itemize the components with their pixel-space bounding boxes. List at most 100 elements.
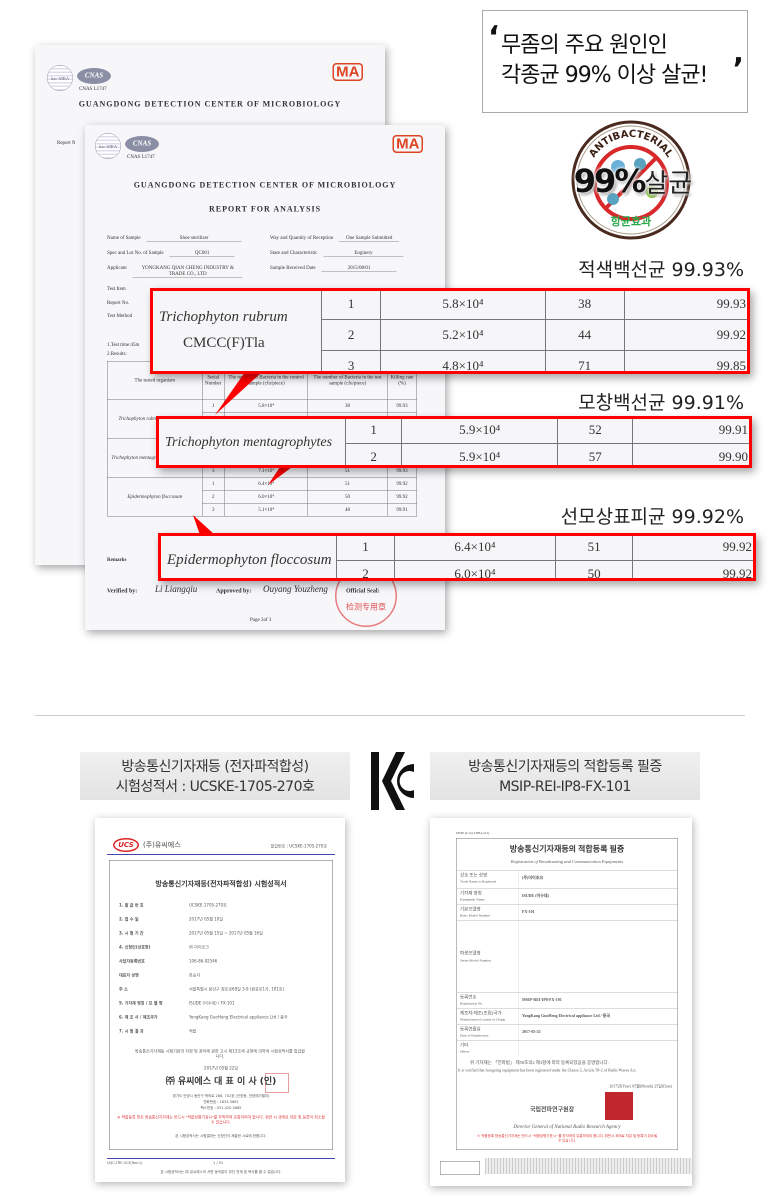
- organism-name: Trichophyton mentagrophytes: [165, 435, 333, 450]
- row-sublabel: Date of Registration: [460, 1033, 489, 1038]
- row-divider: [518, 920, 519, 993]
- report-frame: [109, 860, 333, 1150]
- report-item: 4. 신청인(상호명) ㈜ 아이조크: [119, 945, 209, 950]
- table-row: 1 5.8×10⁴ 38 99.93: [320, 291, 747, 320]
- report-item: 7. 시 험 결 과 적합: [119, 1029, 196, 1034]
- caption-emc-report: 방송통신기자재등 (전자파적합성) 시험성적서 : UCSKE-1705-270…: [80, 752, 350, 800]
- table-cell: 5.9×10⁴: [401, 419, 559, 444]
- organism-name: Epidermophyton floccosum: [167, 552, 332, 568]
- organism-name: Trichophyton rubrum: [159, 309, 288, 325]
- table-cell: 5.9×10⁴: [401, 443, 559, 465]
- table-row: 2 6.0×10⁴ 50 99.92: [336, 560, 753, 578]
- company-seal: [265, 1073, 289, 1093]
- quote-open-mark: ‘: [488, 20, 499, 55]
- table-cell: 1: [320, 291, 382, 320]
- table-cell: 5.2×10⁴: [380, 319, 546, 351]
- table-cell: 99.93: [623, 291, 747, 320]
- table-cell: 57: [557, 443, 634, 465]
- item-label: 대표자 성명: [119, 973, 139, 978]
- row-label: 기본모델명: [460, 906, 481, 912]
- field-spec: Spec and Lot No. of Sample QC001: [107, 250, 235, 257]
- item-value: 서울특별시 용산구 청호로69길 3-9 (원효로1가, 101호): [189, 987, 285, 992]
- report-title: 방송통신기자재등(전자파적합성) 시험성적서: [155, 880, 287, 888]
- table-cell: 99.92: [632, 560, 753, 578]
- item-value: ISUDE (이수데) / FX-101: [189, 1001, 235, 1006]
- report-item: 1. 발 급 번 호 UCSKE-1705-270호: [119, 903, 227, 908]
- warning: ※ 적합등록 방송통신기자재는 반드시 "적합성평가표시" 를 부착하여 유통하…: [476, 1134, 658, 1143]
- item-label: 2. 접 수 일: [119, 917, 139, 922]
- badge-ring-icon: ANTIBACTERIAL: [571, 120, 691, 240]
- item-label: 4. 신청인(상호명): [119, 945, 151, 950]
- field-label: Spec and Lot No. of Sample: [107, 250, 164, 256]
- item-value: 한승자: [189, 973, 201, 978]
- quote-close-mark: ’: [732, 52, 744, 87]
- item-value: ㈜ 아이조크: [189, 945, 209, 950]
- row-sublabel: Others: [460, 1049, 470, 1054]
- callout-trichophyton-rubrum: Trichophyton rubrum CMCC(F)Tla 1 5.8×10⁴ 3…: [150, 288, 750, 374]
- item-label: 1. 발 급 번 호: [119, 903, 144, 908]
- pointer-2: [268, 467, 292, 485]
- field-name: Name of Sample Shoe sterilizer: [107, 235, 242, 242]
- verified-signature: Li Liangqiu: [155, 584, 198, 594]
- table-cell: 1: [344, 419, 403, 444]
- item-label: 5. 기자재 명칭 / 모 델 명: [119, 1001, 163, 1006]
- caption-line-2: 시험성적서 : UCSKE-1705-270호: [115, 779, 315, 795]
- page-number: 1 / 51: [213, 1161, 224, 1165]
- item-label: 3. 시 험 기 간: [119, 931, 144, 936]
- item-value: UCSKE-1705-270호: [189, 903, 227, 908]
- table-cell: 1: [336, 536, 395, 561]
- field-test-method: Test Method: [107, 313, 133, 319]
- quote-line-2: 각종균 99% 이상 살균!: [501, 63, 708, 88]
- agency-seal: [605, 1092, 633, 1120]
- table-cell: 2: [344, 443, 403, 465]
- row-sublabel: Manufacturer/Country of Origin: [460, 1017, 506, 1022]
- ma-logo: MA: [392, 135, 423, 153]
- report-org: GUANGDONG DETECTION CENTER OF MICROBIOLO…: [78, 100, 342, 109]
- table-cell: 5.8×10⁴: [380, 291, 546, 320]
- rate-cell: 99.92: [386, 477, 418, 491]
- stat-label: 적색백선균 99.93%: [578, 259, 744, 281]
- row-divider: [518, 870, 519, 887]
- stat-label: 선모상표피균 99.92%: [560, 506, 744, 528]
- kc-mark-icon: [371, 752, 414, 810]
- item-value: YongKang GuoHeng Electrical appliance Lt…: [189, 1015, 288, 1020]
- table-row: 1 6.4×10⁴ 51 99.92: [336, 536, 753, 561]
- cnas-logo: CNAS: [77, 68, 111, 84]
- report-item: 6. 제 조 사 / 제조국가 YongKang GuoHeng Electric…: [119, 1015, 288, 1020]
- callout-table: 1 5.8×10⁴ 38 99.93 2 5.2×10⁴ 44 99.92 3 4.8×10⁴ 71…: [320, 291, 747, 371]
- antibacterial-badge: ANTIBACTERIAL 99%살균 항균효과: [568, 117, 694, 243]
- registration-row: 등록번호 Registration No. MSIP-REI-IP8-FX-101: [456, 992, 678, 1009]
- row-label: 기타: [460, 1042, 469, 1048]
- item-label: 7. 시 험 결 과: [119, 1029, 144, 1034]
- badge-bottom-text: 항균효과: [610, 215, 652, 228]
- fax: 팩스번호 : 031-420-5685: [200, 1106, 242, 1110]
- cert-title: 방송통신기자재등의 적합등록 필증: [509, 845, 625, 854]
- table-cell: 71: [544, 350, 625, 371]
- caption-line-2: MSIP-REI-IP8-FX-101: [499, 779, 631, 795]
- badge-main: 99%살균: [548, 163, 718, 205]
- table-cell: 2: [320, 319, 382, 351]
- callout-pointers: [193, 372, 292, 535]
- seal-text: 检测专用章: [346, 603, 387, 612]
- approved-signature: Ouyang Youzheng: [263, 584, 328, 594]
- row-value: ISUDE (이수데): [522, 893, 549, 899]
- table-cell: 50: [554, 560, 634, 578]
- callout-epidermophyton-floccosum: Epidermophyton floccosum 1 6.4×10⁴ 51 99.92…: [158, 533, 756, 581]
- report-item: 주 소 서울특별시 용산구 청호로69길 3-9 (원효로1가, 101호): [119, 987, 284, 992]
- stat-label: 모창백선균 99.91%: [578, 392, 744, 414]
- row-value: 2017-05-25: [522, 1029, 541, 1035]
- registration-date: 2017년(Year) 05월(Month) 25일(Date): [609, 1084, 672, 1089]
- rate-cell: 99.93: [386, 399, 418, 413]
- table-cell: 6.0×10⁴: [394, 560, 556, 578]
- rate-cell: 99.92: [386, 490, 418, 504]
- ilac-logo: ilac-MRA: [95, 133, 121, 159]
- callout-trichophyton-mentagrophytes: Trichophyton mentagrophytes 1 5.9×10⁴ 52 99…: [156, 416, 752, 468]
- table-cell: 51: [554, 536, 634, 561]
- barcode-strip: [485, 1158, 692, 1174]
- table-cell: 4.8×10⁴: [380, 350, 546, 371]
- row-label: 제조자/제조(조립)국가: [460, 1010, 502, 1016]
- item-label: 사업자등록번호: [119, 959, 145, 964]
- seal-label: Official Seal:: [346, 587, 380, 594]
- row-divider: [518, 1040, 519, 1057]
